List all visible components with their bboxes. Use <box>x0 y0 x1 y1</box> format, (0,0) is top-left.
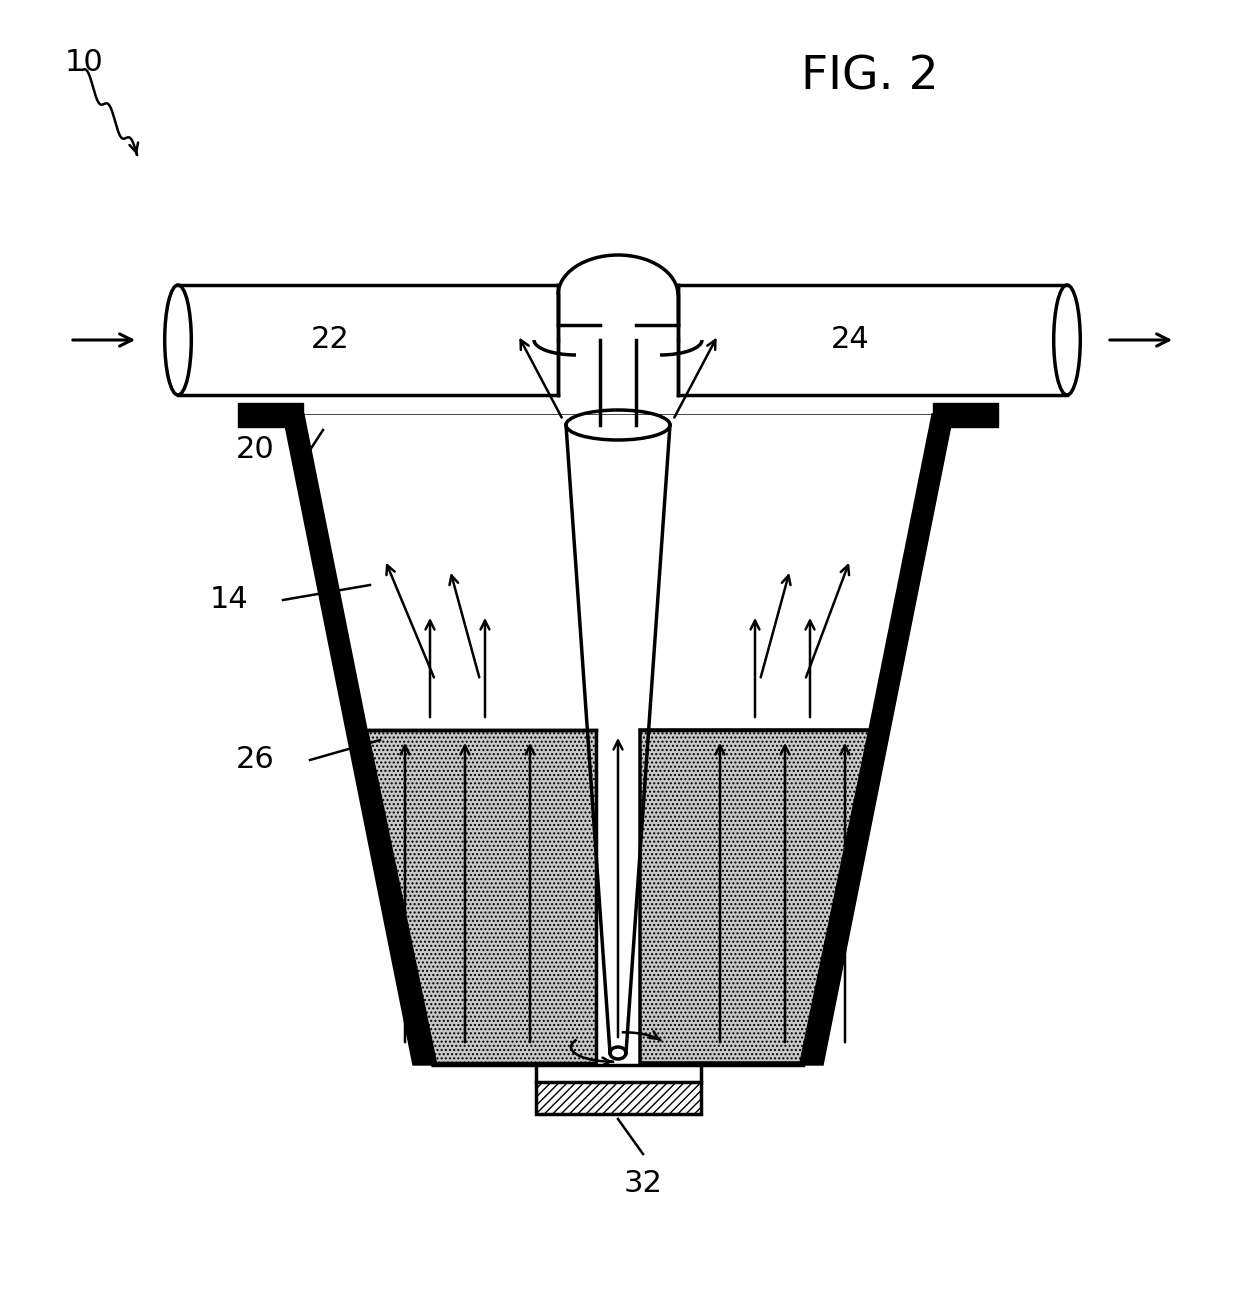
Text: 10: 10 <box>64 48 104 78</box>
Polygon shape <box>303 415 932 1065</box>
Text: 26: 26 <box>237 746 275 775</box>
Ellipse shape <box>165 284 191 394</box>
Text: 22: 22 <box>311 326 350 354</box>
Polygon shape <box>283 415 954 1065</box>
Text: 24: 24 <box>831 326 869 354</box>
Polygon shape <box>366 731 596 1063</box>
Polygon shape <box>932 403 998 427</box>
Polygon shape <box>238 403 303 427</box>
Ellipse shape <box>1054 284 1080 394</box>
Polygon shape <box>640 731 870 1063</box>
Text: FIG. 2: FIG. 2 <box>801 56 939 100</box>
Polygon shape <box>536 1082 701 1115</box>
Text: 32: 32 <box>624 1169 662 1199</box>
Text: 14: 14 <box>210 586 248 614</box>
Text: 20: 20 <box>237 436 275 464</box>
